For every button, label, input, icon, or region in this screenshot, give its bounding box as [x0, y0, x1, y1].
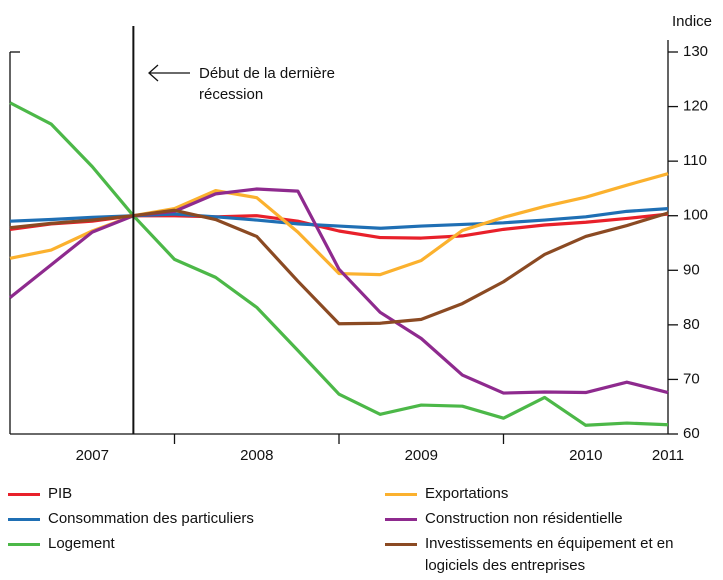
- legend-label: Construction non résidentielle: [425, 510, 623, 527]
- legend-label: Logement: [48, 535, 115, 552]
- legend-label: Exportations: [425, 485, 509, 502]
- unit-label: Indice: [672, 13, 712, 30]
- y-tick-label: 110: [683, 152, 707, 169]
- y-tick-label: 80: [683, 316, 700, 333]
- series-line: [9, 208, 669, 326]
- series-line: [9, 187, 669, 395]
- x-tick-label: 2008: [240, 447, 273, 464]
- legend-item: Construction non résidentielle: [385, 508, 715, 530]
- x-tick-label: 2010: [569, 447, 602, 464]
- legend-swatch: [385, 543, 417, 546]
- x-tick-label: 2011: [652, 447, 684, 464]
- legend-swatch: [385, 493, 417, 496]
- legend-item: Investissements en équipement et en logi…: [385, 533, 715, 577]
- legend-item: Exportations: [385, 483, 715, 505]
- annotation-arrow: [148, 64, 190, 82]
- y-tick-label: 120: [683, 98, 708, 115]
- legend-item: PIB: [8, 483, 378, 505]
- legend-item: Logement: [8, 533, 378, 555]
- legend-label: Consommation des particuliers: [48, 510, 254, 527]
- legend-swatch: [8, 518, 40, 521]
- y-tick-label: 90: [683, 261, 700, 278]
- series-line: [9, 101, 669, 427]
- y-tick-label: 100: [683, 207, 708, 224]
- y-tick-label: 60: [683, 425, 700, 442]
- legend-label: Investissements en équipement et en logi…: [425, 535, 674, 574]
- legend-swatch: [8, 493, 40, 496]
- legend-swatch: [8, 543, 40, 546]
- legend-item: Consommation des particuliers: [8, 508, 378, 530]
- x-tick-label: 2009: [405, 447, 438, 464]
- annotation-text: Début de la dernière récession: [199, 65, 335, 103]
- y-tick-label: 130: [683, 43, 708, 60]
- y-tick-label: 70: [683, 370, 700, 387]
- x-tick-label: 2007: [76, 447, 109, 464]
- legend-label: PIB: [48, 485, 73, 502]
- legend-swatch: [385, 518, 417, 521]
